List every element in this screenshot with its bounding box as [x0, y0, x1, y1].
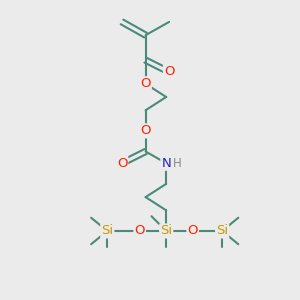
- Text: O: O: [140, 77, 151, 90]
- Text: O: O: [117, 157, 127, 170]
- Text: O: O: [134, 224, 145, 238]
- Text: Si: Si: [101, 224, 113, 238]
- Text: H: H: [173, 157, 182, 170]
- Text: Si: Si: [160, 224, 172, 238]
- Text: O: O: [140, 124, 151, 137]
- Text: N: N: [161, 157, 171, 170]
- Text: O: O: [188, 224, 198, 238]
- Text: O: O: [164, 65, 174, 79]
- Text: Si: Si: [216, 224, 228, 238]
